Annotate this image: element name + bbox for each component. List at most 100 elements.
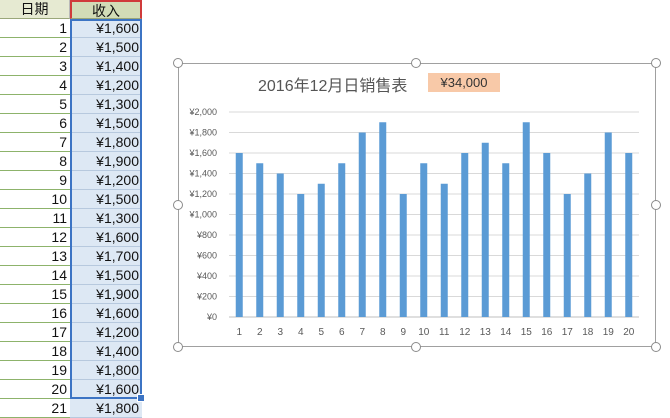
fill-handle[interactable] bbox=[137, 394, 145, 402]
y-tick-label: ¥2,000 bbox=[188, 107, 217, 117]
income-cell[interactable]: ¥1,500 bbox=[70, 114, 142, 133]
bar[interactable] bbox=[358, 132, 366, 318]
bar[interactable] bbox=[379, 122, 387, 317]
date-cell[interactable]: 3 bbox=[0, 57, 70, 76]
income-cell[interactable]: ¥1,600 bbox=[70, 380, 142, 399]
income-cell[interactable]: ¥1,800 bbox=[70, 399, 142, 418]
bar[interactable] bbox=[522, 122, 530, 317]
resize-handle[interactable] bbox=[651, 342, 661, 352]
income-cell[interactable]: ¥1,500 bbox=[70, 38, 142, 57]
chart-title[interactable]: 2016年12月日销售表 bbox=[258, 78, 408, 95]
income-cell[interactable]: ¥1,400 bbox=[70, 57, 142, 76]
x-tick-label: 3 bbox=[277, 327, 283, 338]
bar[interactable] bbox=[297, 194, 305, 317]
column-header-income[interactable]: 收入 bbox=[70, 0, 142, 19]
income-cell[interactable]: ¥1,600 bbox=[70, 228, 142, 247]
table-row: 2 ¥1,500 bbox=[0, 38, 142, 57]
table-row: 21 ¥1,800 bbox=[0, 399, 142, 418]
table-row: 16 ¥1,600 bbox=[0, 304, 142, 323]
bar[interactable] bbox=[235, 153, 243, 317]
y-tick-label: ¥1,600 bbox=[188, 148, 217, 158]
income-cell[interactable]: ¥1,500 bbox=[70, 266, 142, 285]
x-tick-label: 1 bbox=[236, 327, 242, 338]
x-tick-label: 10 bbox=[418, 327, 430, 338]
column-header-date[interactable]: 日期 bbox=[0, 0, 70, 19]
table-row: 11 ¥1,300 bbox=[0, 209, 142, 228]
table-row: 14 ¥1,500 bbox=[0, 266, 142, 285]
y-tick-label: ¥1,800 bbox=[188, 128, 217, 138]
income-cell[interactable]: ¥1,300 bbox=[70, 209, 142, 228]
x-tick-label: 13 bbox=[480, 327, 492, 338]
bar[interactable] bbox=[256, 163, 264, 317]
date-cell[interactable]: 16 bbox=[0, 304, 70, 323]
date-cell[interactable]: 19 bbox=[0, 361, 70, 380]
date-cell[interactable]: 15 bbox=[0, 285, 70, 304]
income-cell[interactable]: ¥1,400 bbox=[70, 342, 142, 361]
bar[interactable] bbox=[481, 142, 489, 317]
x-tick-label: 16 bbox=[541, 327, 553, 338]
bar[interactable] bbox=[338, 163, 346, 317]
resize-handle[interactable] bbox=[411, 342, 421, 352]
bar[interactable] bbox=[543, 153, 551, 317]
bar[interactable] bbox=[317, 183, 325, 317]
x-tick-label: 6 bbox=[339, 327, 345, 338]
resize-handle[interactable] bbox=[651, 58, 661, 68]
date-cell[interactable]: 4 bbox=[0, 76, 70, 95]
date-cell[interactable]: 9 bbox=[0, 171, 70, 190]
date-cell[interactable]: 5 bbox=[0, 95, 70, 114]
x-tick-label: 8 bbox=[380, 327, 386, 338]
date-cell[interactable]: 17 bbox=[0, 323, 70, 342]
bar[interactable] bbox=[625, 153, 633, 317]
bar[interactable] bbox=[604, 132, 612, 318]
bar-chart: ¥0 ¥200 ¥400 ¥600 ¥800 ¥1,000 ¥1,200 ¥1,400 ¥1,6… bbox=[188, 107, 639, 338]
income-cell[interactable]: ¥1,200 bbox=[70, 171, 142, 190]
table-row: 6 ¥1,500 bbox=[0, 114, 142, 133]
bar[interactable] bbox=[584, 173, 592, 318]
bar[interactable] bbox=[440, 183, 448, 317]
date-cell[interactable]: 7 bbox=[0, 133, 70, 152]
y-tick-label: ¥1,200 bbox=[188, 189, 217, 199]
date-cell[interactable]: 11 bbox=[0, 209, 70, 228]
income-cell[interactable]: ¥1,800 bbox=[70, 133, 142, 152]
date-cell[interactable]: 20 bbox=[0, 380, 70, 399]
x-tick-label: 12 bbox=[459, 327, 471, 338]
income-cell[interactable]: ¥1,600 bbox=[70, 19, 142, 38]
table-row: 18 ¥1,400 bbox=[0, 342, 142, 361]
date-cell[interactable]: 1 bbox=[0, 19, 70, 38]
income-cell[interactable]: ¥1,500 bbox=[70, 190, 142, 209]
date-cell[interactable]: 14 bbox=[0, 266, 70, 285]
resize-handle[interactable] bbox=[173, 342, 183, 352]
bar[interactable] bbox=[461, 153, 469, 317]
date-cell[interactable]: 18 bbox=[0, 342, 70, 361]
y-tick-label: ¥800 bbox=[196, 230, 217, 240]
y-tick-label: ¥1,400 bbox=[188, 169, 217, 179]
resize-handle[interactable] bbox=[173, 200, 183, 210]
income-cell[interactable]: ¥1,900 bbox=[70, 152, 142, 171]
table-row: 1 ¥1,600 bbox=[0, 19, 142, 38]
date-cell[interactable]: 6 bbox=[0, 114, 70, 133]
bar[interactable] bbox=[420, 163, 428, 317]
date-cell[interactable]: 2 bbox=[0, 38, 70, 57]
table-row: 10 ¥1,500 bbox=[0, 190, 142, 209]
income-cell[interactable]: ¥1,200 bbox=[70, 323, 142, 342]
bar[interactable] bbox=[563, 194, 571, 317]
resize-handle[interactable] bbox=[411, 58, 421, 68]
y-tick-label: ¥600 bbox=[196, 251, 217, 261]
date-cell[interactable]: 13 bbox=[0, 247, 70, 266]
x-tick-label: 9 bbox=[400, 327, 406, 338]
date-cell[interactable]: 21 bbox=[0, 399, 70, 418]
date-cell[interactable]: 12 bbox=[0, 228, 70, 247]
bar[interactable] bbox=[276, 173, 284, 318]
date-cell[interactable]: 8 bbox=[0, 152, 70, 171]
income-cell[interactable]: ¥1,800 bbox=[70, 361, 142, 380]
resize-handle[interactable] bbox=[651, 200, 661, 210]
income-cell[interactable]: ¥1,200 bbox=[70, 76, 142, 95]
income-cell[interactable]: ¥1,600 bbox=[70, 304, 142, 323]
resize-handle[interactable] bbox=[173, 58, 183, 68]
date-cell[interactable]: 10 bbox=[0, 190, 70, 209]
income-cell[interactable]: ¥1,900 bbox=[70, 285, 142, 304]
bar[interactable] bbox=[399, 194, 407, 317]
income-cell[interactable]: ¥1,700 bbox=[70, 247, 142, 266]
bar[interactable] bbox=[502, 163, 510, 317]
income-cell[interactable]: ¥1,300 bbox=[70, 95, 142, 114]
